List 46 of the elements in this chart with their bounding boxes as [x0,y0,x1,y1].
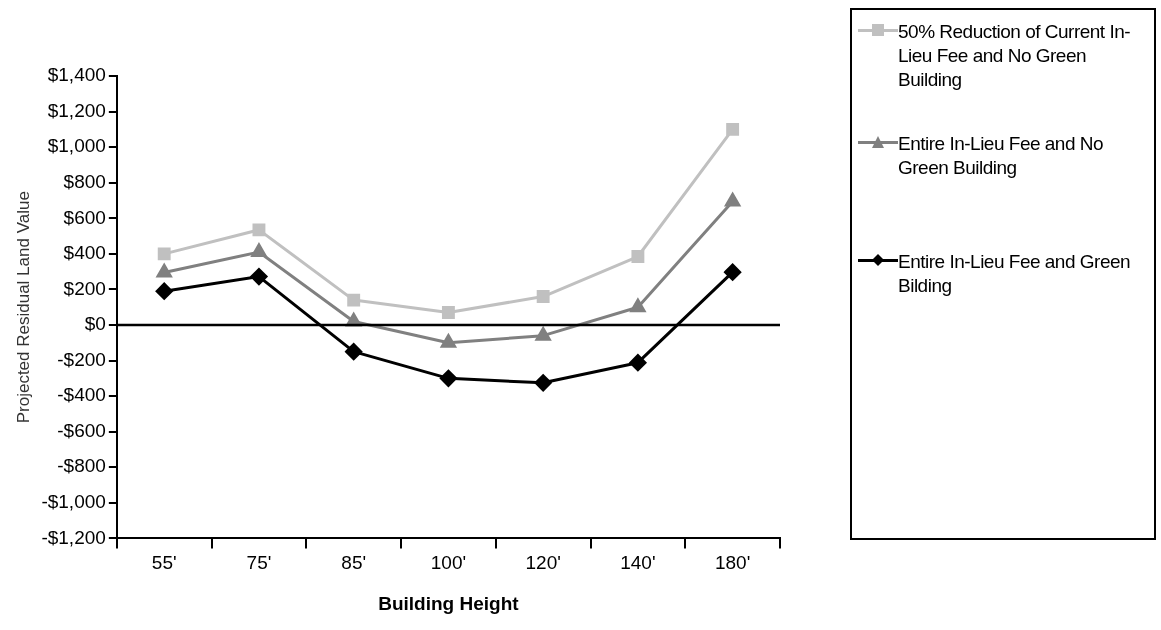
point [252,223,266,237]
x-tick-label: 180' [714,552,751,574]
point [347,293,361,307]
x-tick-label: 55' [151,552,177,574]
y-tick-label: -$600 [57,419,106,441]
point [250,268,268,286]
legend-label: Entire In-Lieu Fee and Green Bilding [898,250,1132,298]
x-tick-label: 85' [341,552,367,574]
point [726,122,740,136]
y-axis-title: Projected Residual Land Value [13,191,33,424]
point [534,374,552,392]
point [439,369,457,387]
point [441,306,455,319]
point [536,290,550,303]
point [630,298,646,313]
point [157,247,171,261]
point [156,264,172,278]
y-tick-label: $1,000 [47,135,106,157]
point [535,327,551,341]
legend-label: Entire In-Lieu Fee and No Green Building [898,132,1105,180]
y-tick-label: $800 [63,170,106,192]
x-axis-title: Building Height [378,592,520,614]
x-tick-label: 100' [430,552,467,574]
x-tick-label: 140' [620,552,656,574]
point [155,282,173,300]
y-tick-label: -$1,000 [41,491,106,513]
y-tick-label: -$800 [57,455,106,477]
point [345,343,363,361]
y-tick-label: $1,400 [47,64,106,86]
y-tick-label: -$1,200 [41,526,106,548]
y-tick-label: $1,200 [47,99,106,121]
y-tick-label: $600 [63,206,106,228]
y-tick-label: -$400 [57,384,106,406]
point [631,250,645,263]
point [724,263,742,281]
point [251,243,267,258]
point [725,192,741,207]
point [629,354,647,372]
y-tick-label: $0 [84,313,106,335]
y-tick-label: $400 [63,242,106,264]
x-tick-label: 120' [525,552,561,574]
legend-label: 50% Reduction of Current In-Lieu Fee and No Green Building [898,20,1132,92]
point [440,334,456,348]
y-tick-label: $200 [63,277,106,299]
y-tick-label: -$200 [57,348,106,370]
x-tick-label: 75' [246,552,272,574]
